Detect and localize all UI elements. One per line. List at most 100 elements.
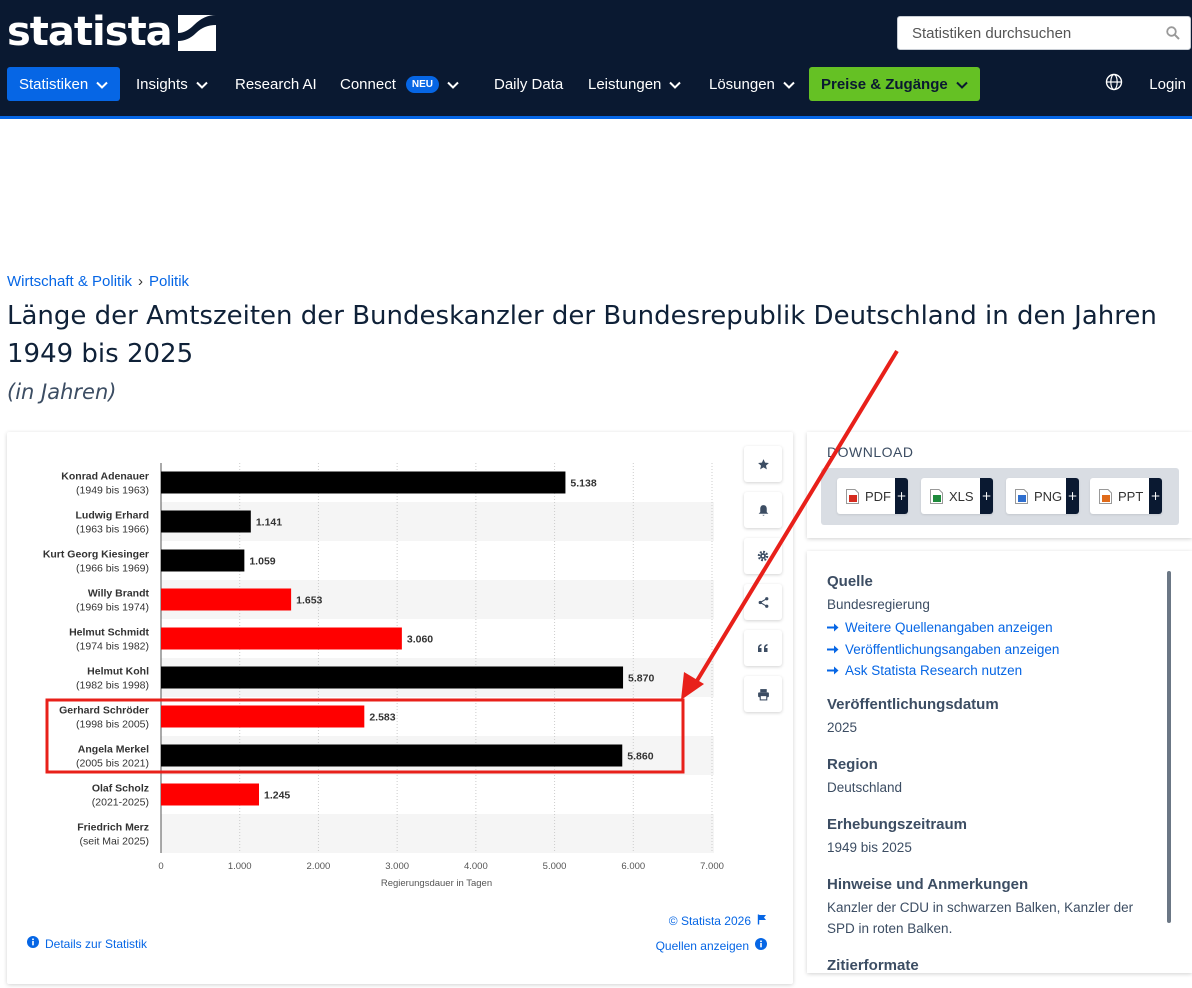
search-input[interactable] <box>898 17 1176 49</box>
copyright-line[interactable]: © Statista 2026 <box>669 914 773 928</box>
breadcrumb-item-politik[interactable]: Politik <box>149 273 190 290</box>
login-area: Login <box>1105 67 1186 101</box>
category-period-label: (1969 bis 1974) <box>76 602 149 614</box>
download-png-button[interactable]: PNG + <box>1006 478 1079 514</box>
row-band <box>161 814 714 853</box>
x-tick-label: 7.000 <box>700 861 724 872</box>
info-link[interactable]: Veröffentlichungsangaben anzeigen <box>827 639 1157 661</box>
category-period-label: (1949 bis 1963) <box>76 485 149 497</box>
share-button[interactable] <box>744 584 782 620</box>
login-link[interactable]: Login <box>1149 75 1186 93</box>
x-tick-label: 1.000 <box>228 861 252 872</box>
bell-button[interactable] <box>744 492 782 528</box>
chevron-down-icon <box>96 76 108 93</box>
plus-icon[interactable]: + <box>980 478 993 514</box>
bar <box>161 666 624 689</box>
info-link[interactable]: Weitere Quellenangaben anzeigen <box>827 617 1157 639</box>
download-xls-button[interactable]: XLS + <box>921 478 993 514</box>
plus-icon[interactable]: + <box>1149 478 1162 514</box>
breadcrumb-item-wirtschaft[interactable]: Wirtschaft & Politik <box>7 273 133 290</box>
region-value: Deutschland <box>827 779 903 795</box>
breadcrumb: Wirtschaft & Politik › Politik <box>7 273 189 290</box>
row-band <box>161 502 714 541</box>
category-label: Helmut Schmidt <box>69 627 149 639</box>
page-subtitle: (in Jahren) <box>7 380 117 404</box>
category-period-label: (2021-2025) <box>92 797 149 809</box>
info-icon <box>755 938 767 953</box>
details-link-label: Details zur Statistik <box>45 936 148 951</box>
chevron-down-icon <box>669 76 682 93</box>
bar <box>161 549 245 572</box>
site-header: statista Statistiken Insights Research AI C… <box>0 0 1192 119</box>
nav-item-insights[interactable]: Insights <box>124 67 220 101</box>
nav-item-l-sungen[interactable]: Lösungen <box>697 67 807 101</box>
info-icon <box>27 936 39 951</box>
x-tick-label: 5.000 <box>543 861 567 872</box>
info-scrollbar[interactable] <box>1167 571 1171 923</box>
download-ppt-button[interactable]: PPT + <box>1090 478 1162 514</box>
nav-item-daily-data[interactable]: Daily Data <box>482 67 575 101</box>
logo-text: statista <box>7 9 173 55</box>
gear-button[interactable] <box>744 538 782 574</box>
sources-link[interactable]: Quellen anzeigen <box>656 938 773 953</box>
quote-button[interactable] <box>744 630 782 666</box>
breadcrumb-separator: › <box>138 273 144 290</box>
bar-value-label: 5.860 <box>627 751 653 763</box>
source-value: Bundesregierung <box>827 597 930 612</box>
globe-icon[interactable] <box>1105 73 1123 95</box>
chevron-down-icon <box>783 76 795 93</box>
pubdate-heading: Veröffentlichungsdatum <box>827 695 999 713</box>
nav-item-preise-zug-nge[interactable]: Preise & Zugänge <box>809 67 980 101</box>
info-link[interactable]: Ask Statista Research nutzen <box>827 660 1157 682</box>
statista-logo[interactable]: statista <box>7 10 216 55</box>
notes-heading: Hinweise und Anmerkungen <box>827 875 1029 893</box>
nav-item-label: Lösungen <box>709 75 775 93</box>
chevron-down-icon <box>955 76 968 93</box>
period-heading: Erhebungszeitraum <box>827 815 968 833</box>
x-tick-label: 2.000 <box>307 861 331 872</box>
download-buttons: PDF + XLS + PNG + PPT + <box>821 468 1179 525</box>
arrow-right-icon <box>827 639 839 661</box>
download-format-label: PNG <box>1034 488 1063 504</box>
copyright-text: © Statista 2026 <box>668 914 751 928</box>
nav-item-research-ai[interactable]: Research AI <box>223 67 329 101</box>
source-links: Weitere Quellenangaben anzeigen Veröffent… <box>827 617 1157 682</box>
download-panel: DOWNLOAD PDF + XLS + PNG + PPT + <box>807 432 1192 538</box>
print-button[interactable] <box>744 676 782 712</box>
gear-icon <box>756 549 770 563</box>
chart-card: Konrad Adenauer (1949 bis 1963) 5.138 Ludwi… <box>7 432 793 984</box>
info-link-label: Veröffentlichungsangaben anzeigen <box>845 641 1060 657</box>
download-label: DOWNLOAD <box>827 444 914 460</box>
plus-icon[interactable]: + <box>1066 478 1079 514</box>
category-period-label: (1963 bis 1966) <box>76 524 149 536</box>
details-link[interactable]: Details zur Statistik <box>27 936 147 951</box>
nav-item-label: Daily Data <box>494 75 564 93</box>
nav-item-statistiken[interactable]: Statistiken <box>7 67 121 101</box>
search-bar[interactable] <box>897 16 1191 50</box>
print-icon <box>757 688 770 701</box>
chevron-down-icon <box>447 76 459 93</box>
nav-item-label: Preise & Zugänge <box>821 75 948 93</box>
bar <box>161 471 566 494</box>
nav-item-connect[interactable]: Connect NEU <box>328 67 471 101</box>
category-period-label: (1974 bis 1982) <box>76 641 149 653</box>
plus-icon[interactable]: + <box>895 478 908 514</box>
bar-value-label: 3.060 <box>407 634 433 646</box>
star-button[interactable] <box>744 446 782 482</box>
category-period-label: (1998 bis 2005) <box>76 719 149 731</box>
bar <box>161 627 402 650</box>
statistic-info-panel: Quelle Bundesregierung Weitere Quellenan… <box>807 551 1192 973</box>
bar <box>161 588 292 611</box>
search-icon[interactable] <box>1166 25 1180 44</box>
download-format-label: PPT <box>1118 488 1144 504</box>
nav-item-leistungen[interactable]: Leistungen <box>576 67 693 101</box>
bell-icon <box>757 504 770 517</box>
category-period-label: (2005 bis 2021) <box>76 758 149 770</box>
citation-heading[interactable]: Zitierformate <box>827 956 919 974</box>
bar-chart: Konrad Adenauer (1949 bis 1963) 5.138 Ludwi… <box>43 463 724 889</box>
bar-value-label: 1.653 <box>296 595 322 607</box>
png-file-icon <box>1015 488 1028 504</box>
source-heading: Quelle <box>827 573 873 590</box>
x-tick-label: 3.000 <box>385 861 409 872</box>
download-pdf-button[interactable]: PDF + <box>837 478 908 514</box>
